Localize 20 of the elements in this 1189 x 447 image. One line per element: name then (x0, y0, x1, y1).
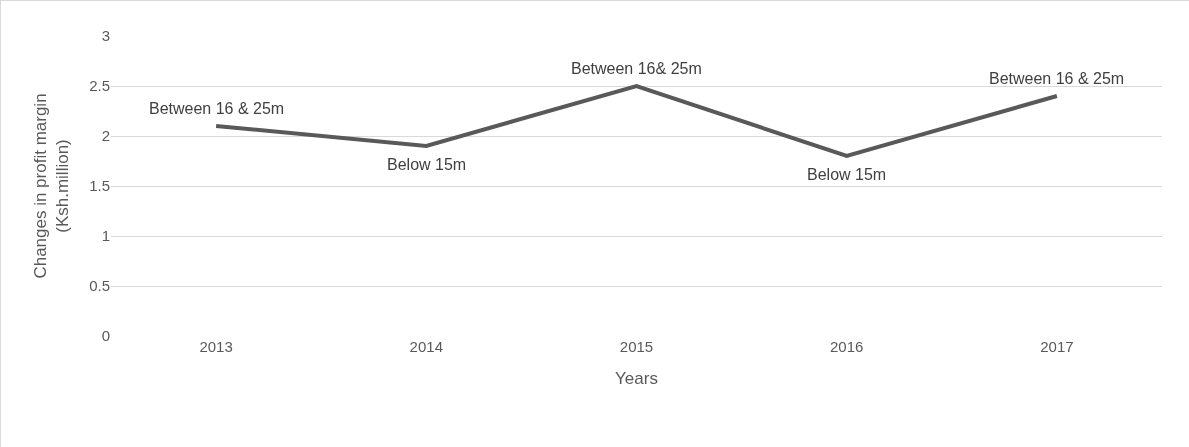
x-tick-label: 2013 (199, 338, 233, 355)
data-label: Below 15m (387, 156, 467, 173)
data-label: Between 16 & 25m (989, 70, 1125, 87)
y-tick-label: 1.5 (89, 177, 110, 195)
y-tick-label: 2.5 (89, 77, 110, 95)
y-tick-label: 2 (101, 127, 110, 145)
data-label: Below 15m (807, 166, 887, 183)
x-tick-label: 2017 (1040, 338, 1074, 355)
data-label: Between 16& 25m (571, 60, 702, 77)
x-tick-label: 2014 (409, 338, 443, 355)
data-label: Between 16 & 25m (149, 100, 285, 117)
line-series (214, 84, 1059, 158)
y-tick-label: 3 (101, 27, 110, 45)
y-tick-label: 0 (101, 327, 110, 345)
x-axis-title: Years (615, 369, 658, 389)
y-axis-title: Changes in profit margin (Ksh.million) (30, 93, 72, 279)
x-tick-label: 2016 (830, 338, 864, 355)
y-tick-label: 0.5 (89, 277, 110, 295)
x-tick-label: 2015 (619, 338, 654, 355)
y-tick-label: 1 (101, 227, 110, 245)
